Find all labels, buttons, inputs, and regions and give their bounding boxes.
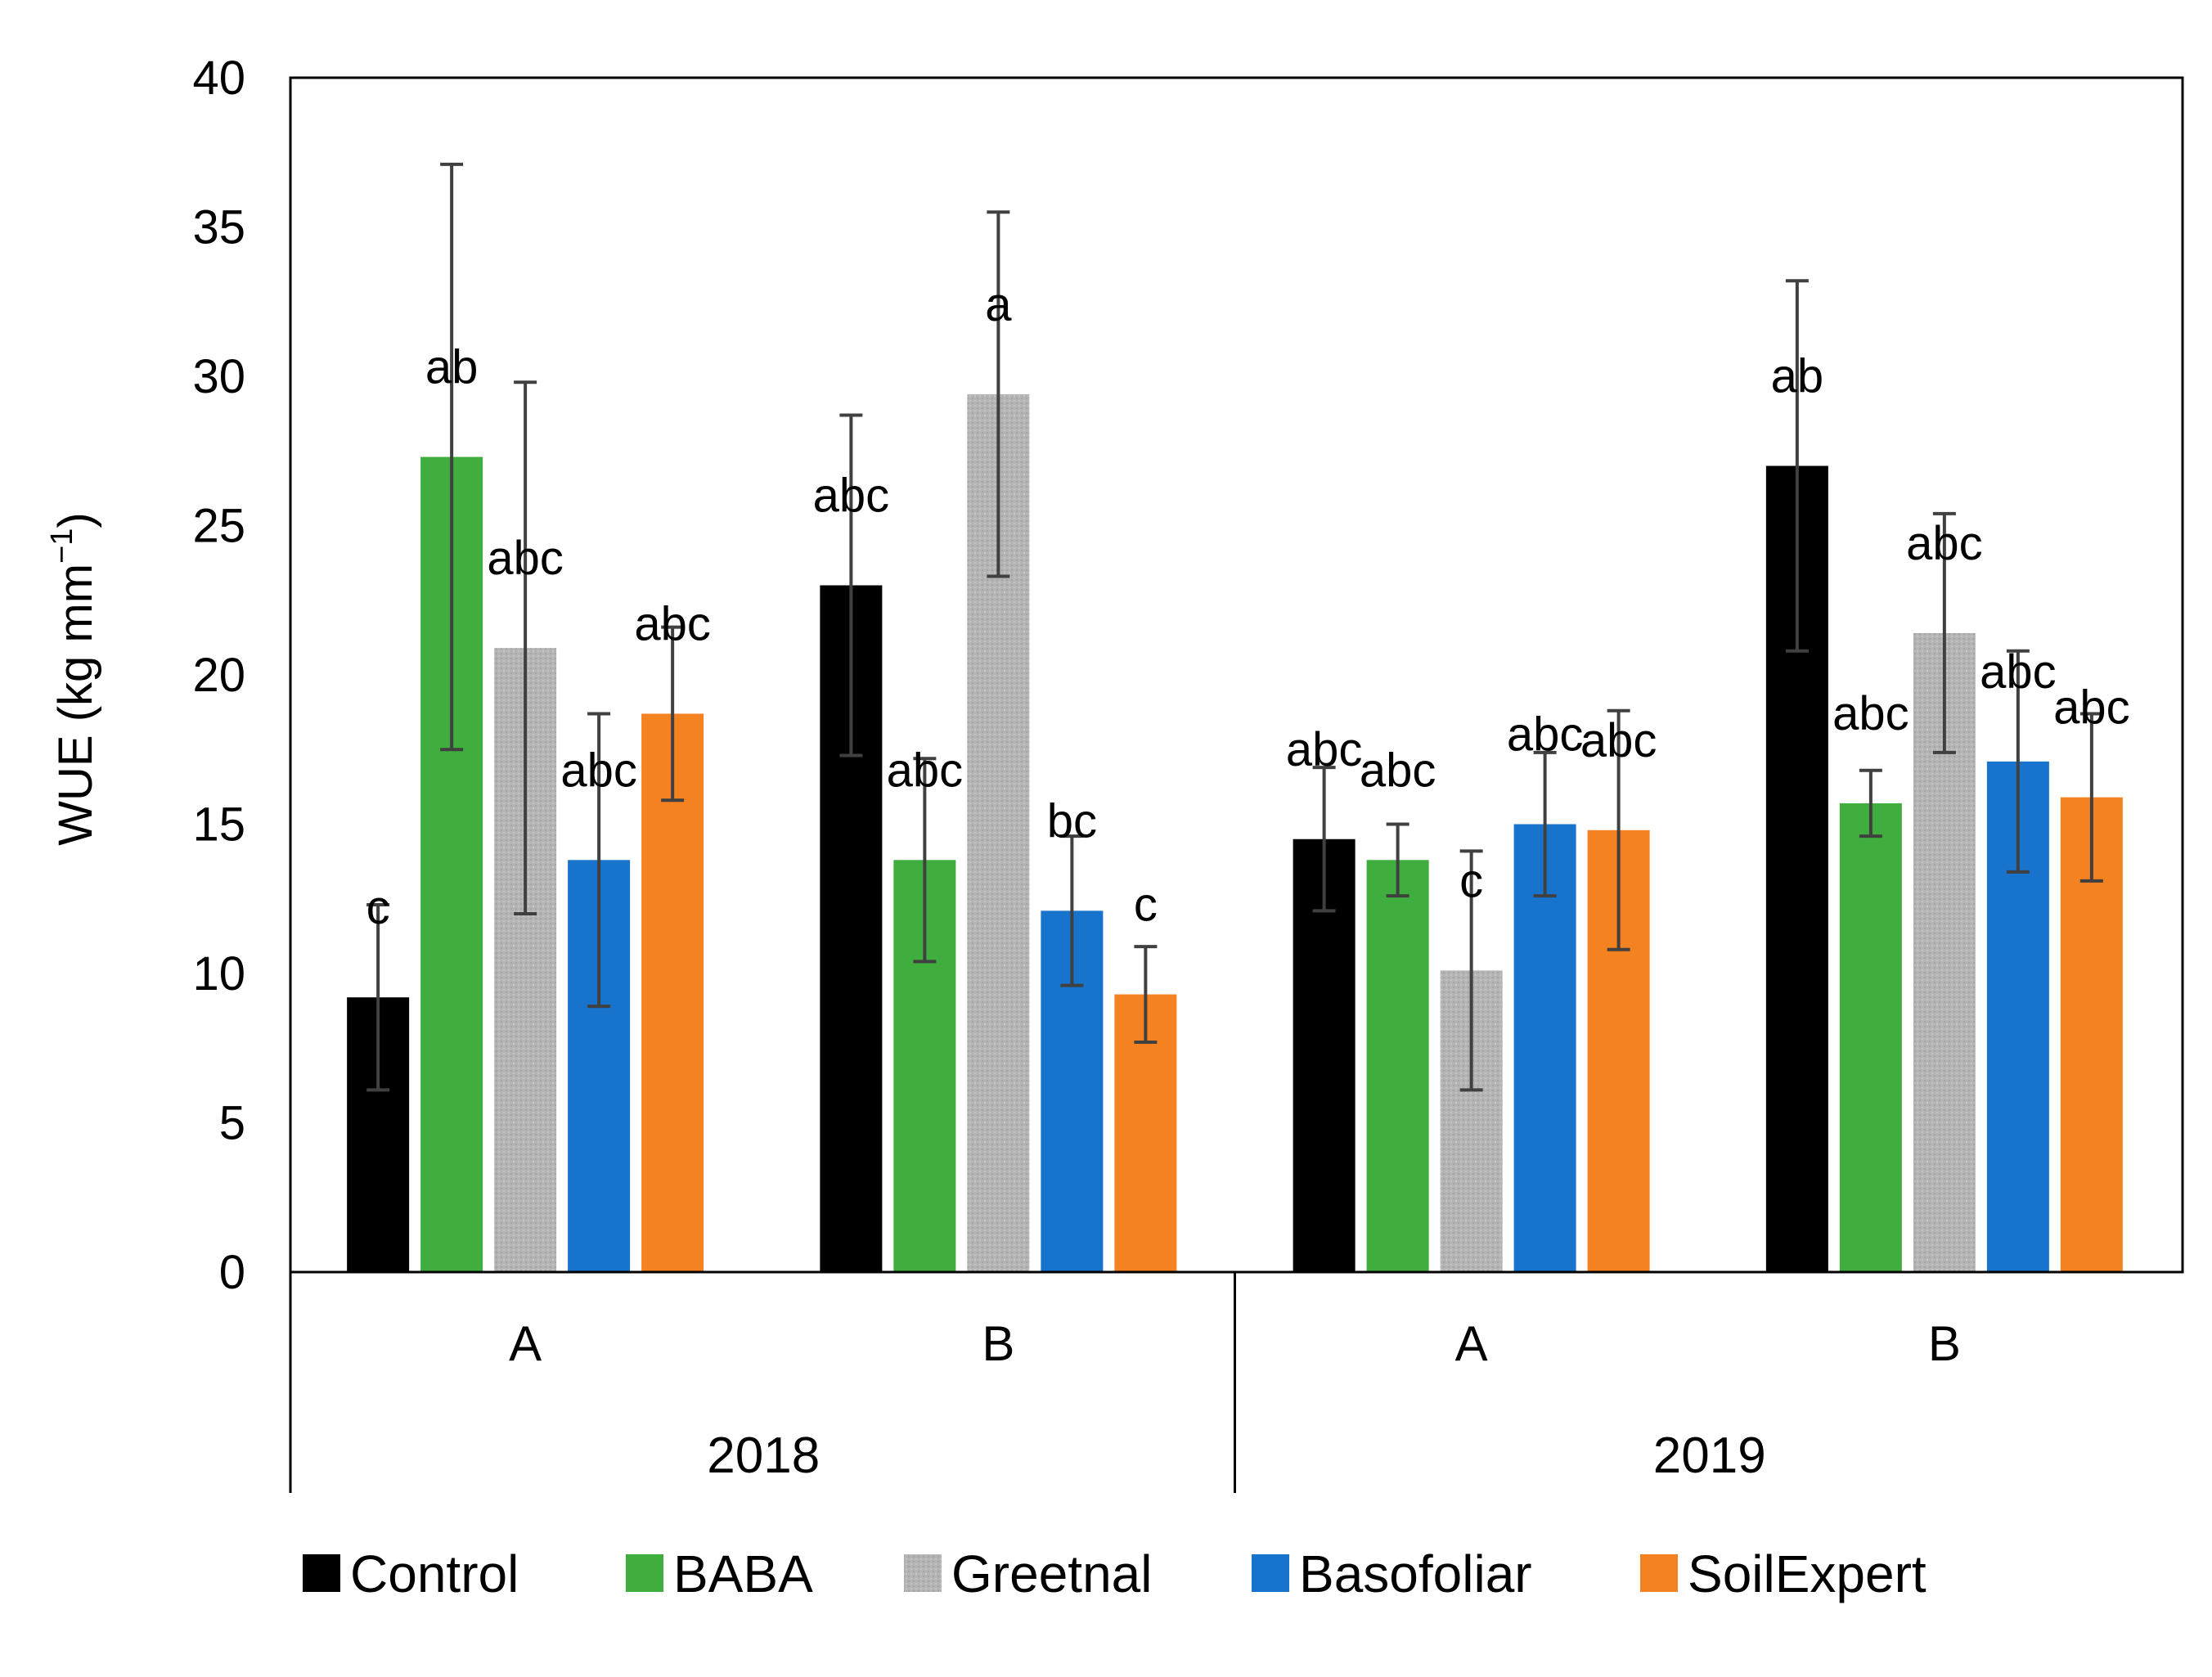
y-tick-label: 40 xyxy=(192,52,245,105)
group-label: 2019 xyxy=(1653,1427,1766,1484)
bar-baba xyxy=(1366,860,1429,1272)
y-tick-label: 0 xyxy=(219,1246,245,1299)
significance-letter: abc xyxy=(1980,645,2057,699)
y-axis-label-close: ) xyxy=(49,512,102,528)
y-axis-label: WUE (kg mm−1) xyxy=(45,512,102,845)
bar-basofoliar xyxy=(1513,824,1576,1272)
y-tick-label: 35 xyxy=(192,201,245,254)
y-tick-label: 15 xyxy=(192,798,245,852)
significance-letter: bc xyxy=(1047,794,1097,847)
y-tick-label: 25 xyxy=(192,500,245,553)
significance-letter: ab xyxy=(425,341,479,394)
y-tick-label: 5 xyxy=(219,1097,245,1150)
significance-letter: abc xyxy=(1286,723,1363,776)
legend: Control BABA Greetnal Basofoliar SoilExpert xyxy=(303,1544,1927,1603)
significance-letter: abc xyxy=(487,532,564,585)
significance-letter: abc xyxy=(560,744,637,797)
significance-letter: abc xyxy=(887,744,964,797)
significance-letter: abc xyxy=(1360,744,1436,797)
legend-swatch-control xyxy=(303,1554,340,1592)
legend-swatch-soilexpert xyxy=(1640,1554,1678,1592)
significance-letter: abc xyxy=(1832,687,1909,740)
significance-letter: ab xyxy=(1771,350,1824,403)
category-label: B xyxy=(1928,1316,1961,1371)
significance-letters: cababcabcabcabcabcabccabcabccabcabcababc… xyxy=(366,278,2130,934)
y-tick-label: 20 xyxy=(192,649,245,702)
significance-letter: c xyxy=(366,881,390,934)
x-axis-categories: A B A B 2018 2019 xyxy=(509,1316,1961,1484)
legend-swatch-greetnal xyxy=(904,1554,942,1592)
legend-swatch-basofoliar xyxy=(1252,1554,1289,1592)
y-axis-label-text: WUE (kg mm xyxy=(49,564,102,846)
significance-letter: abc xyxy=(634,597,711,650)
legend-label-baba: BABA xyxy=(673,1544,813,1603)
plot-area-border xyxy=(289,76,2184,1274)
legend-label-control: Control xyxy=(350,1544,519,1603)
category-label: B xyxy=(982,1316,1014,1371)
legend-label-basofoliar: Basofoliar xyxy=(1299,1544,1532,1603)
significance-letter: c xyxy=(1459,854,1483,907)
error-bars xyxy=(366,162,2103,1092)
plot-frame xyxy=(289,76,2184,1493)
y-tick-label: 30 xyxy=(192,350,245,403)
bar-soilexpert xyxy=(641,713,704,1272)
category-label: A xyxy=(509,1316,542,1371)
category-label: A xyxy=(1455,1316,1488,1371)
significance-letter: c xyxy=(1134,879,1158,932)
significance-letter: abc xyxy=(813,470,890,523)
bars xyxy=(347,393,2123,1272)
significance-letter: abc xyxy=(1580,714,1657,767)
group-label: 2018 xyxy=(707,1427,820,1484)
y-axis-ticks: 0 5 10 15 20 25 30 35 40 xyxy=(192,52,245,1299)
significance-letter: abc xyxy=(1906,517,1983,570)
svg-text:WUE (kg mm−1): WUE (kg mm−1) xyxy=(45,512,102,845)
legend-label-greetnal: Greetnal xyxy=(951,1544,1152,1603)
y-tick-label: 10 xyxy=(192,947,245,1000)
significance-letter: abc xyxy=(2053,681,2130,735)
bar-baba xyxy=(1839,803,1902,1272)
legend-label-soilexpert: SoilExpert xyxy=(1688,1544,1927,1603)
legend-swatch-baba xyxy=(626,1554,663,1592)
significance-letter: abc xyxy=(1507,708,1584,762)
y-axis-label-superscript: −1 xyxy=(45,528,79,564)
significance-letter: a xyxy=(985,278,1012,331)
